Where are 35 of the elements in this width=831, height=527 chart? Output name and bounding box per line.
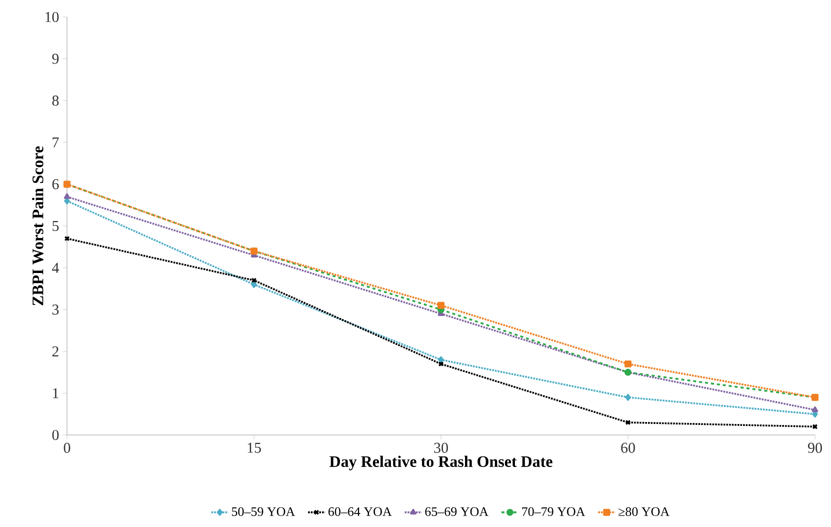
y-axis-title: ZBPI Worst Pain Score xyxy=(32,146,44,306)
point xyxy=(64,236,70,242)
y-tick-label: 4 xyxy=(52,262,59,273)
point xyxy=(438,356,444,364)
x-tick-label: 60 xyxy=(621,442,635,453)
point xyxy=(625,420,631,426)
y-tick-label: 8 xyxy=(52,96,59,106)
point xyxy=(812,406,818,412)
point xyxy=(251,278,257,284)
y-tick-label: 2 xyxy=(52,346,58,356)
point xyxy=(624,360,632,368)
point xyxy=(438,302,444,309)
y-tick-label: 1 xyxy=(53,388,58,398)
point xyxy=(251,281,257,288)
legend-label: 65–69 YOA xyxy=(425,507,488,516)
legend-label: 60–64 YOA xyxy=(328,507,392,516)
point xyxy=(625,394,631,401)
x-tick-label: 30 xyxy=(434,442,448,453)
x-axis-title: Day Relative to Rash Onset Date xyxy=(330,456,552,470)
point xyxy=(438,361,444,367)
y-tick-label: 7 xyxy=(52,137,59,148)
point xyxy=(64,193,70,199)
y-tick-label: 10 xyxy=(46,12,59,22)
y-tick-label: 0 xyxy=(52,430,59,440)
legend-label: 70–79 YOA xyxy=(522,507,586,516)
y-tick-label: 9 xyxy=(52,54,59,64)
legend-label: ≥80 YOA xyxy=(618,507,670,516)
x-tick-label: 90 xyxy=(808,442,822,453)
legend-label: 50–59 YOA xyxy=(232,507,296,516)
x-tick-label: 0 xyxy=(64,442,70,453)
point xyxy=(812,424,818,430)
y-tick-label: 5 xyxy=(52,221,59,231)
y-tick-label: 3 xyxy=(52,304,59,315)
x-tick-label: 15 xyxy=(248,442,261,453)
y-tick-label: 6 xyxy=(52,179,59,190)
